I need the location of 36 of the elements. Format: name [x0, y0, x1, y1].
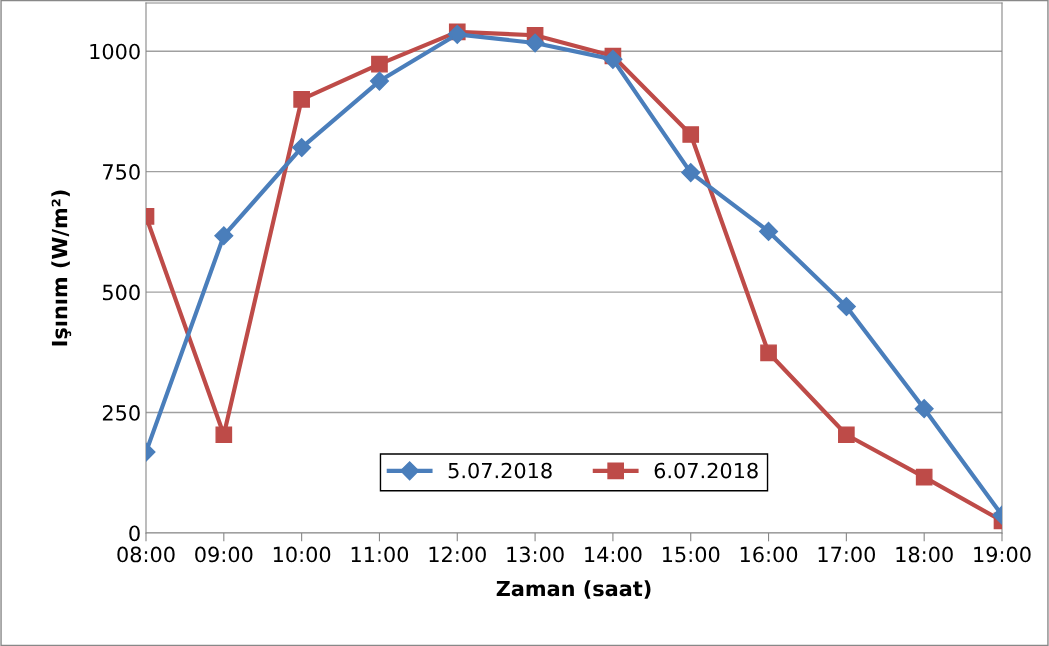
- point: [914, 399, 934, 419]
- y-tick-label: 750: [103, 164, 140, 180]
- x-tick-label: 09:00: [195, 546, 253, 563]
- point: [292, 138, 312, 158]
- point: [215, 426, 233, 444]
- point: [760, 344, 777, 362]
- x-tick-label: 18:00: [896, 546, 953, 563]
- x-tick-label: 17:00: [818, 546, 875, 563]
- x-axis-title: Zaman (saat): [496, 580, 651, 599]
- point: [759, 221, 779, 241]
- x-tick-label: 13:00: [507, 546, 564, 563]
- point: [525, 33, 545, 53]
- y-tick-label: 0: [129, 525, 140, 542]
- y-tick-label: 1000: [90, 43, 140, 60]
- x-tick-label: 14:00: [585, 546, 642, 563]
- x-tick-label: 12:00: [429, 546, 486, 563]
- point: [915, 468, 933, 486]
- legend-label: 5.07.2018: [448, 462, 552, 479]
- point: [371, 55, 388, 73]
- x-tick-label: 15:00: [663, 546, 720, 563]
- point: [682, 126, 700, 143]
- point: [681, 163, 701, 183]
- x-tick-label: 08:00: [117, 546, 175, 563]
- legend-label: 6.07.2018: [654, 462, 758, 479]
- point: [214, 226, 234, 246]
- point: [838, 426, 855, 444]
- point: [293, 91, 310, 108]
- x-tick-label: 11:00: [351, 546, 409, 563]
- x-tick-label: 10:00: [273, 546, 331, 563]
- point: [369, 71, 389, 91]
- y-tick-label: 250: [102, 405, 140, 421]
- x-tick-label: 19:00: [974, 546, 1031, 563]
- point: [836, 297, 856, 317]
- y-axis-title: Işınım (W/m²): [51, 190, 72, 346]
- y-tick-label: 500: [102, 284, 140, 301]
- x-tick-label: 16:00: [740, 546, 798, 563]
